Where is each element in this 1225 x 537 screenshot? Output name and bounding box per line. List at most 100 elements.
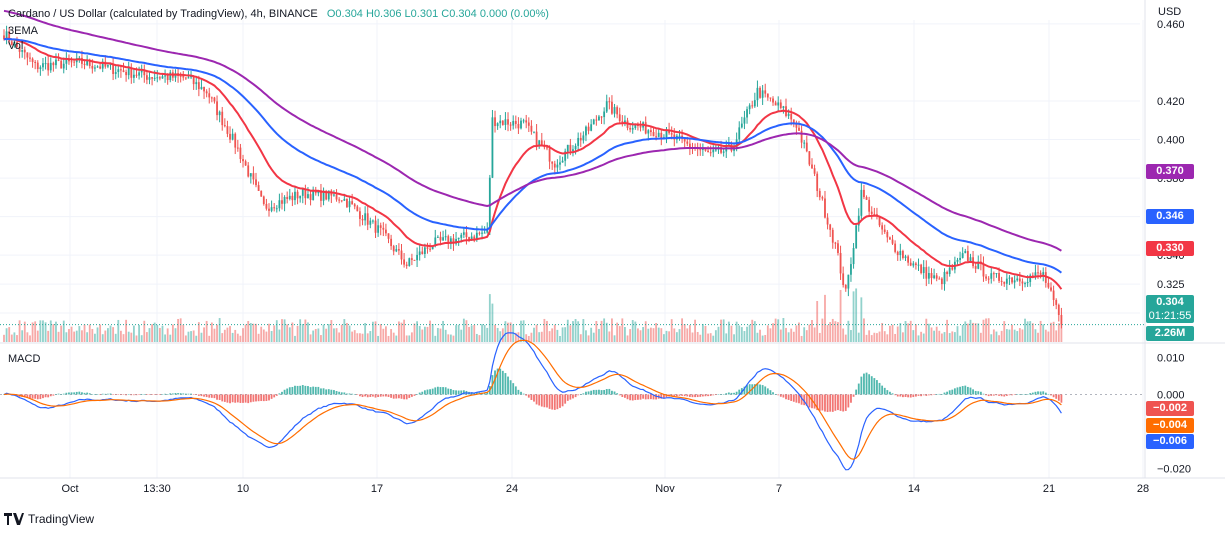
volume-bar — [522, 320, 525, 342]
macd-histogram-bar — [377, 394, 380, 397]
candle-body — [5, 31, 8, 40]
candle-body — [891, 239, 894, 244]
candle-body — [169, 72, 172, 81]
macd-legend[interactable]: MACD — [8, 353, 41, 365]
candle-body — [242, 159, 244, 162]
candle-body — [966, 251, 969, 262]
candle-body — [1021, 281, 1024, 284]
macd-histogram-bar — [1026, 394, 1029, 395]
volume-bar — [288, 327, 291, 342]
macd-histogram-bar — [107, 393, 109, 395]
volume-bar — [935, 326, 938, 342]
volume-bar — [1005, 329, 1008, 342]
volume-bar — [283, 319, 286, 342]
volume-bar — [1024, 318, 1026, 342]
volume-bar — [699, 334, 702, 342]
macd-histogram-bar — [252, 394, 255, 402]
candle-body — [699, 149, 702, 151]
candle-body — [385, 229, 387, 234]
macd-histogram-bar — [964, 385, 967, 395]
volume-bar — [655, 323, 658, 342]
volume-bar — [847, 320, 850, 342]
candle-body — [252, 173, 255, 180]
volume-bar — [701, 323, 704, 342]
candle-body — [1037, 272, 1039, 274]
candle-body — [325, 190, 328, 200]
volume-bar — [416, 321, 418, 342]
macd-histogram-bar — [792, 394, 795, 402]
volume-bar — [624, 327, 626, 342]
volume-bar — [852, 291, 855, 342]
candle-body — [600, 116, 603, 118]
tradingview-logo[interactable]: TradingView — [4, 512, 94, 526]
volume-bar — [863, 318, 865, 342]
macd-histogram-bar — [743, 386, 746, 395]
volume-bar — [333, 328, 335, 342]
macd-histogram-bar — [1047, 394, 1050, 395]
candle-body — [304, 188, 307, 199]
volume-bar — [101, 334, 104, 342]
volume-bar — [842, 328, 845, 342]
candle-body — [650, 130, 652, 133]
volume-bar — [611, 318, 613, 342]
candle-body — [925, 267, 928, 279]
macd-histogram-bar — [312, 386, 315, 395]
volume-bar — [475, 333, 478, 342]
macd-histogram-bar — [288, 387, 291, 395]
volume-bar — [120, 330, 122, 342]
candle-body — [574, 145, 577, 150]
time-tick-label: 17 — [371, 483, 383, 495]
macd-histogram-bar — [574, 394, 577, 398]
volume-bar — [785, 327, 787, 342]
volume-bar — [94, 333, 96, 342]
volume-bar — [377, 335, 380, 342]
volume-bar — [151, 324, 153, 342]
ema-legend[interactable]: 3EMA — [8, 25, 38, 37]
candle-body — [99, 66, 102, 69]
candle-body — [397, 249, 400, 251]
candle-body — [938, 278, 941, 280]
macd-histogram-bar — [678, 394, 681, 396]
macd-histogram-bar — [327, 389, 330, 395]
macd-histogram-bar — [917, 394, 920, 396]
macd-histogram-bar — [566, 394, 569, 401]
candle-body — [387, 233, 390, 239]
candle-body — [522, 120, 525, 122]
vol-legend[interactable]: Vol — [8, 40, 24, 52]
candle-body — [940, 278, 943, 285]
macd-histogram-bar — [340, 392, 343, 395]
volume-bar — [857, 332, 860, 342]
volume-bar — [1050, 322, 1052, 342]
macd-histogram-bar — [915, 394, 917, 397]
candle-body — [756, 87, 759, 101]
symbol-title[interactable]: Cardano / US Dollar (calculated by Tradi… — [8, 8, 318, 20]
volume-bar — [520, 320, 522, 342]
volume-bar — [753, 321, 756, 342]
macd-histogram-bar — [798, 394, 800, 404]
volume-bar — [91, 328, 94, 342]
volume-bar — [223, 329, 226, 342]
volume-bar — [748, 324, 751, 342]
volume-bar — [314, 328, 317, 342]
macd-histogram-bar — [761, 385, 764, 395]
macd-histogram-bar — [940, 394, 943, 395]
candle-body — [1026, 282, 1029, 284]
volume-bar — [486, 327, 489, 342]
macd-histogram-bar — [242, 394, 244, 403]
macd-histogram-bar — [800, 394, 803, 405]
currency-label[interactable]: USD — [1158, 6, 1182, 18]
macd-histogram-bar — [351, 393, 354, 395]
volume-bar — [465, 320, 468, 342]
candle-body — [611, 101, 613, 114]
volume-bar — [826, 325, 829, 342]
volume-bar — [720, 319, 722, 342]
volume-bar — [834, 321, 837, 342]
macd-histogram-bar — [122, 394, 125, 395]
volume-bar — [514, 332, 517, 342]
macd-histogram-bar — [314, 386, 317, 395]
macd-histogram-bar — [582, 393, 585, 395]
volume-bar — [1034, 329, 1037, 342]
volume-bar — [231, 332, 234, 342]
volume-bar — [746, 326, 748, 342]
